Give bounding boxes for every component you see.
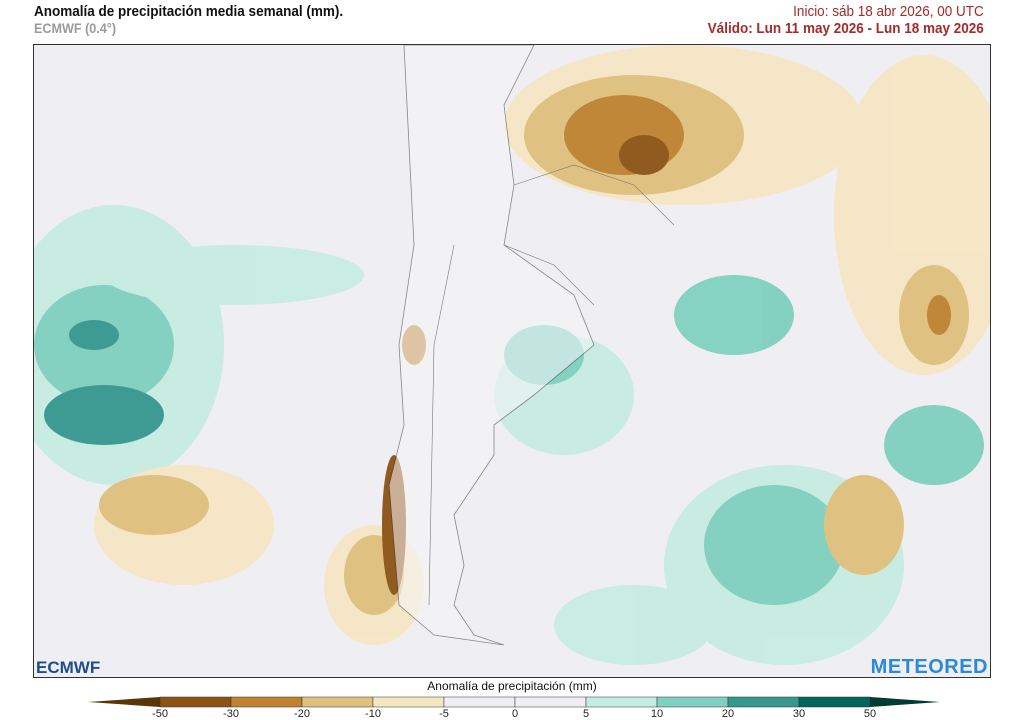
colorbar-segment [656,696,729,708]
colorbar-segment [870,697,940,707]
colorbar-segment [727,696,800,708]
colorbar-segment [443,696,516,708]
colorbar-tick: 30 [792,708,806,720]
colorbar-segment [88,697,160,707]
colorbar-title: Anomalía de precipitación (mm) [427,679,597,693]
colorbar-segment [372,696,445,708]
precipitation-anomaly-map[interactable] [33,44,991,678]
colorbar-tick: -5 [439,708,449,720]
colorbar [88,696,940,708]
country-borders [428,164,675,606]
colorbar-tick: 5 [582,708,590,720]
init-time: Inicio: sáb 18 abr 2026, 00 UTC [793,3,984,20]
colorbar-tick: 20 [721,708,735,720]
colorbar-segment [514,696,587,708]
map-field [34,45,990,665]
colorbar-segment [159,696,232,708]
meteored-logo: METEORED [870,656,988,678]
colorbar-tick: 0 [511,708,519,720]
colorbar-tick: -50 [152,708,168,720]
colorbar-tick: 10 [650,708,664,720]
model-label: ECMWF (0.4°) [34,20,117,36]
colorbar-tick: -10 [365,708,381,720]
colorbar-tick: -20 [294,708,310,720]
map-title: Anomalía de precipitación media semanal … [34,3,344,20]
colorbar-segment [585,696,658,708]
ecmwf-logo: ECMWF [36,658,101,677]
valid-period: Válido: Lun 11 may 2026 - Lun 18 may 202… [707,20,984,37]
colorbar-segment [230,696,303,708]
colorbar-tick: -30 [223,708,239,720]
colorbar-segment [301,696,374,708]
colorbar-segment [798,696,871,708]
colorbar-tick: 50 [863,708,877,720]
